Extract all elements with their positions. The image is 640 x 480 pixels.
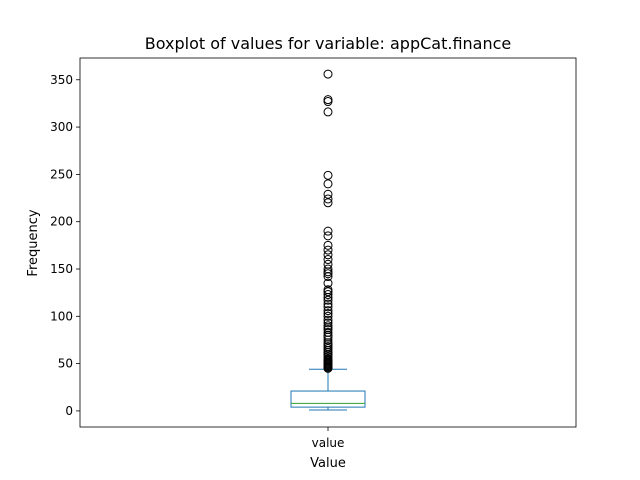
outlier-point — [323, 194, 333, 204]
outlier-point — [323, 226, 333, 236]
outlier-point — [323, 285, 333, 295]
outlier-point — [323, 95, 333, 105]
outlier-point — [323, 198, 333, 208]
outlier-point — [323, 315, 333, 325]
outlier-point — [323, 69, 333, 79]
outlier-point — [323, 278, 333, 288]
outlier-point — [323, 107, 333, 117]
outlier-point — [323, 295, 333, 305]
outlier-point — [323, 290, 333, 300]
y-tick-label: 0 — [65, 404, 73, 418]
y-axis-label: Frequency — [26, 209, 41, 276]
box-iqr — [290, 390, 366, 408]
y-tick-label: 100 — [50, 309, 73, 323]
outlier-point — [323, 308, 333, 318]
x-axis-label: Value — [310, 456, 346, 471]
y-tick-label: 200 — [50, 215, 73, 229]
outlier-point — [323, 240, 333, 250]
y-tick-label: 250 — [50, 167, 73, 181]
outlier-point — [323, 318, 333, 328]
outlier-point — [323, 250, 333, 260]
outlier-point — [323, 259, 333, 269]
x-tick-label: value — [312, 436, 345, 450]
outlier-point — [323, 231, 333, 241]
outlier-point — [323, 189, 333, 199]
outlier-point — [323, 245, 333, 255]
outlier-point — [323, 321, 333, 331]
plot-area: 0 50 100 150 200 250 300 350 value — [50, 57, 577, 450]
outlier-point — [323, 311, 333, 321]
outlier-point — [323, 255, 333, 265]
outlier-point — [323, 264, 333, 274]
y-tick-label: 150 — [50, 262, 73, 276]
outlier-point — [323, 302, 333, 312]
chart-title: Boxplot of values for variable: appCat.f… — [145, 34, 512, 53]
outlier-point — [323, 306, 333, 316]
outlier-point — [323, 170, 333, 180]
outlier-point — [323, 179, 333, 189]
outlier-point — [323, 327, 333, 337]
outlier-point — [323, 299, 333, 309]
y-tick-label: 50 — [58, 357, 73, 371]
y-tick-label: 300 — [50, 120, 73, 134]
axes-frame — [79, 57, 577, 428]
y-tick-label: 350 — [50, 73, 73, 87]
